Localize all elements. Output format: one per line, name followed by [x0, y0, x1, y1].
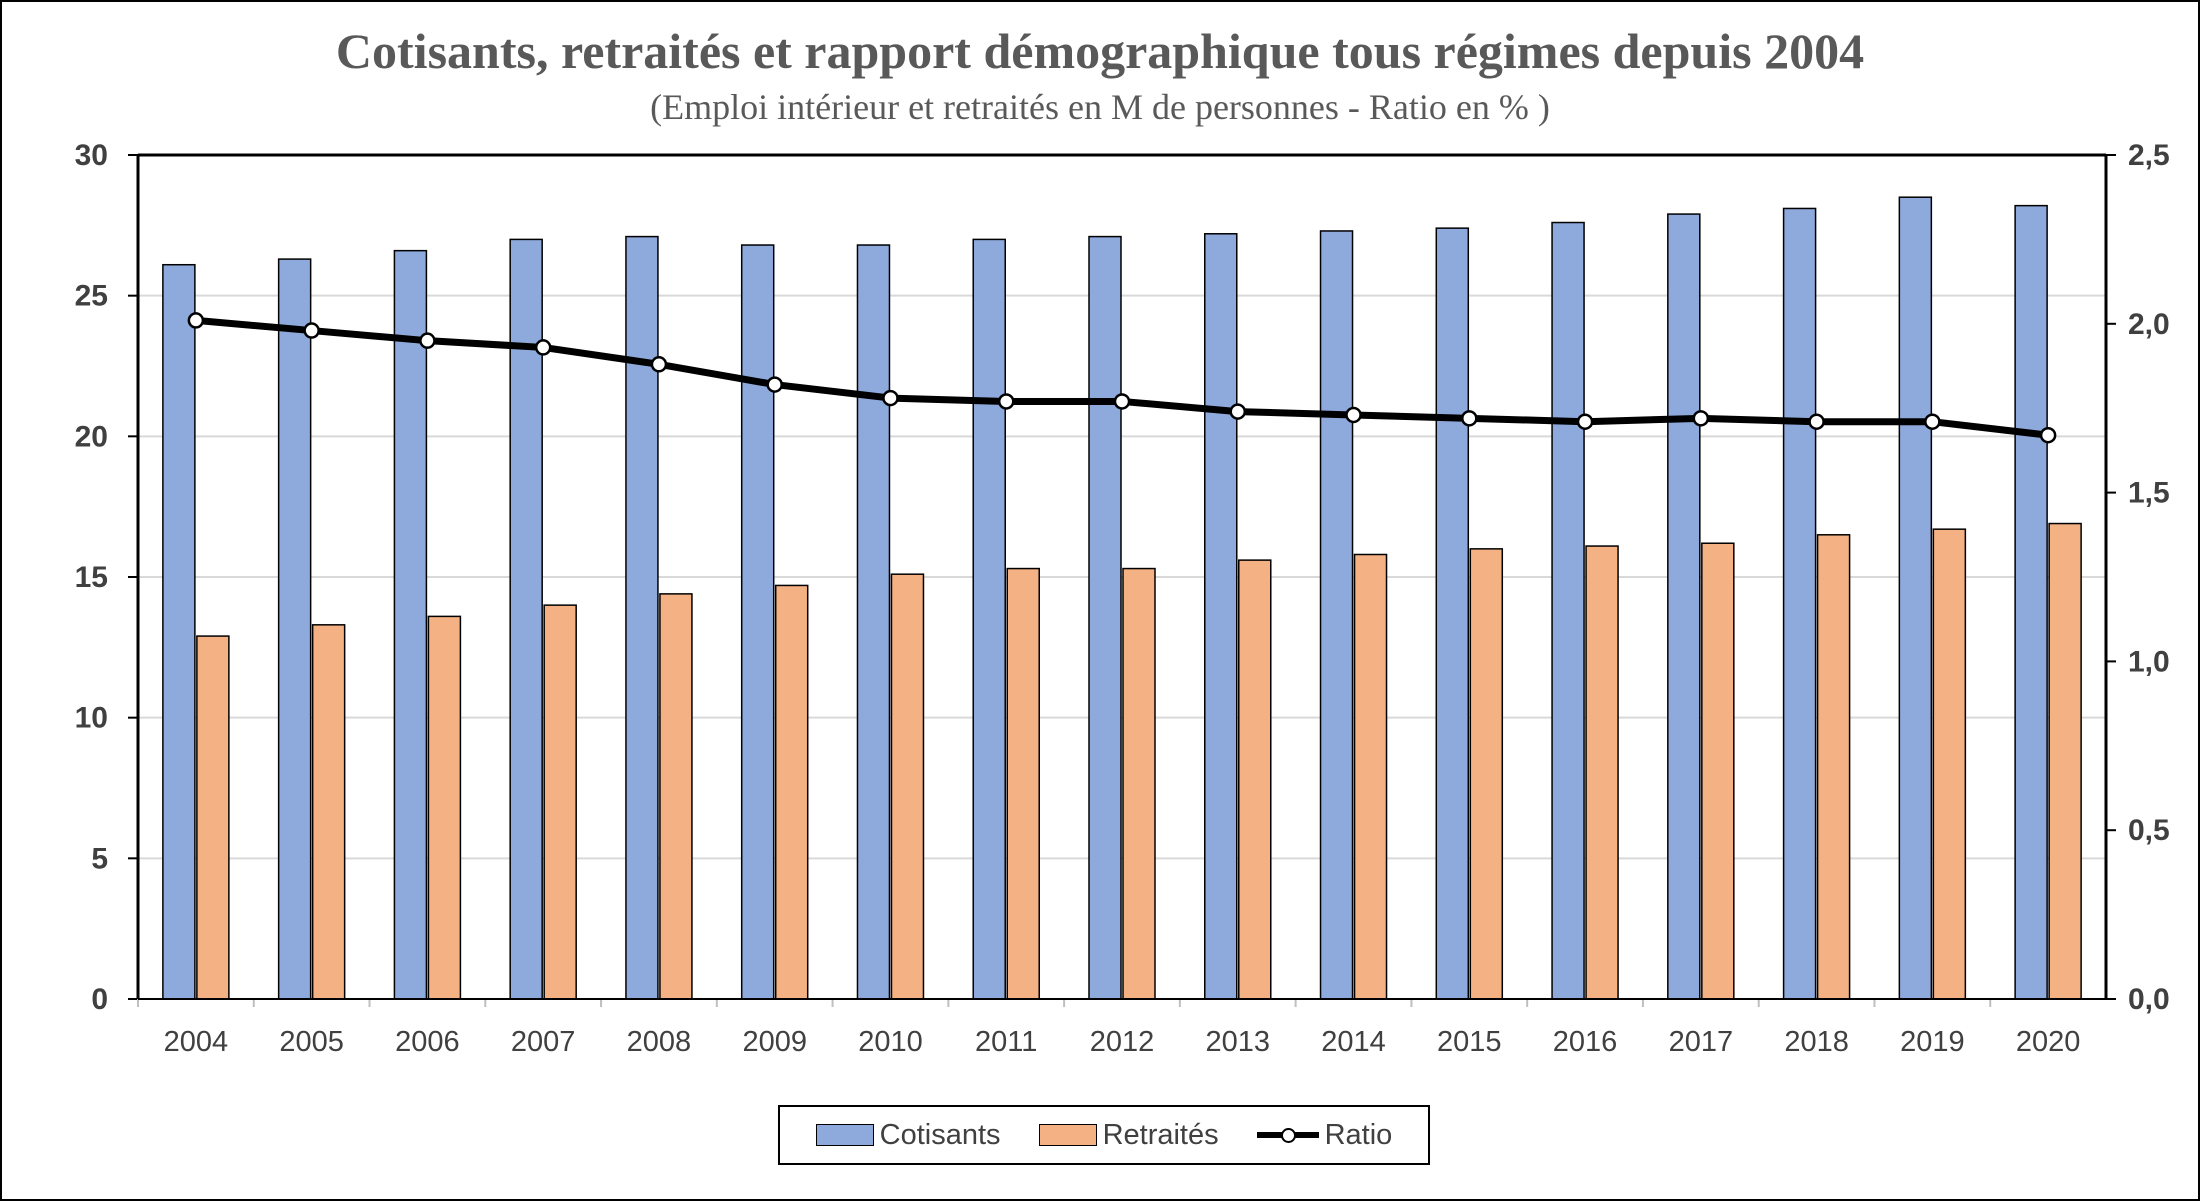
y-right-tick-label: 0,5: [2128, 814, 2170, 847]
bar-cotisants: [1551, 221, 1585, 1000]
bar-retraites: [1353, 553, 1388, 1000]
ratio-point: [997, 393, 1015, 410]
bar-cotisants: [277, 258, 312, 1000]
x-tick-label: 2016: [1553, 1026, 1618, 1058]
bar-retraites: [1932, 528, 1967, 1000]
bar-cotisants: [2014, 204, 2048, 1000]
chart-subtitle: (Emploi intérieur et retraités en M de p…: [650, 87, 1550, 127]
chart-title: Cotisants, retraités et rapport démograp…: [335, 23, 1865, 79]
ratio-point: [766, 376, 783, 393]
bar-cotisants: [856, 244, 891, 1000]
x-tick-label: 2005: [279, 1026, 344, 1058]
ratio-point: [1461, 410, 1478, 427]
y-left-tick-label: 25: [75, 280, 108, 313]
ratio-point: [419, 332, 436, 349]
bar-cotisants: [625, 235, 659, 1000]
bar-retraites: [890, 573, 925, 1000]
x-tick-label: 2019: [1900, 1026, 1965, 1058]
ratio-point: [1576, 413, 1594, 430]
bar-retraites: [1701, 542, 1735, 1000]
bar-retraites: [196, 635, 230, 1000]
bar-cotisants: [1782, 207, 1817, 1000]
bar-cotisants: [1667, 213, 1701, 1000]
bar-cotisants: [1898, 196, 1933, 1000]
x-tick-label: 2014: [1321, 1026, 1386, 1058]
ratio-point: [650, 356, 668, 373]
legend-swatch-ratio: [1256, 1124, 1319, 1146]
y-left-tick-label: 15: [75, 561, 108, 594]
legend-item-ratio: Ratio: [1256, 1118, 1393, 1152]
ratio-point: [1229, 403, 1247, 420]
bar-retraites: [1238, 559, 1272, 1000]
x-tick-label: 2013: [1206, 1026, 1271, 1058]
x-tick-label: 2017: [1669, 1026, 1734, 1058]
x-tick-label: 2009: [742, 1026, 807, 1058]
legend-label-ratio: Ratio: [1324, 1118, 1393, 1151]
ratio-point: [1113, 393, 1131, 410]
bar-retraites: [1585, 545, 1619, 1000]
legend-label-retraites: Retraités: [1102, 1118, 1219, 1151]
x-tick-label: 2012: [1090, 1026, 1155, 1058]
y-left-tick-label: 20: [75, 420, 108, 453]
bar-retraites: [1816, 534, 1851, 1000]
bar-cotisants: [1088, 235, 1122, 1000]
bar-cotisants: [740, 244, 775, 1000]
y-left-tick-label: 10: [75, 702, 108, 735]
y-right-tick-label: 2,5: [2128, 139, 2170, 172]
bar-cotisants: [1319, 230, 1354, 1000]
x-tick-label: 2011: [975, 1026, 1037, 1058]
x-tick-label: 2008: [627, 1026, 692, 1058]
y-right-tick-label: 1,0: [2128, 645, 2170, 678]
bar-cotisants: [1204, 233, 1238, 1000]
y-left-tick-label: 5: [91, 842, 108, 875]
ratio-point: [1692, 410, 1710, 427]
y-left-tick-label: 30: [75, 139, 108, 172]
ratio-point: [882, 389, 899, 407]
ratio-point: [303, 322, 320, 339]
legend-swatch-cotisants: [815, 1124, 874, 1146]
bar-cotisants: [509, 238, 543, 1000]
legend-swatch-retraites: [1038, 1124, 1097, 1146]
legend-label-cotisants: Cotisants: [879, 1118, 1001, 1151]
y-right-tick-label: 2,0: [2128, 308, 2170, 341]
x-tick-label: 2015: [1437, 1026, 1502, 1058]
y-right-tick-label: 1,5: [2128, 477, 2170, 510]
bar-retraites: [659, 593, 693, 1000]
bar-retraites: [1469, 548, 1504, 1000]
bar-retraites: [543, 604, 577, 1000]
legend-item-cotisants: Cotisants: [815, 1118, 1001, 1152]
bar-cotisants: [393, 249, 428, 1000]
bar-cotisants: [1435, 227, 1470, 1000]
bar-retraites: [774, 584, 809, 1000]
legend: Cotisants Retraités Ratio: [778, 1105, 1430, 1165]
x-tick-label: 2010: [858, 1026, 923, 1058]
x-tick-label: 2020: [2016, 1026, 2081, 1058]
y-right-tick-label: 0,0: [2128, 983, 2170, 1016]
ratio-point: [2039, 426, 2057, 444]
bar-cotisants: [972, 238, 1006, 1000]
x-tick-label: 2004: [164, 1026, 229, 1058]
ratio-point: [1924, 413, 1941, 430]
x-tick-label: 2018: [1784, 1026, 1849, 1058]
y-left-tick-label: 0: [91, 983, 108, 1016]
ratio-point: [534, 339, 552, 356]
bar-retraites: [1122, 567, 1156, 1000]
bar-retraites: [427, 615, 462, 1000]
ratio-point: [1808, 413, 1825, 430]
ratio-point: [187, 312, 205, 329]
ratio-point: [1345, 406, 1362, 424]
x-tick-label: 2007: [511, 1026, 576, 1058]
bar-retraites: [2048, 522, 2082, 1000]
x-tick-label: 2006: [395, 1026, 460, 1058]
bar-retraites: [1006, 567, 1040, 1000]
legend-item-retraites: Retraités: [1038, 1118, 1219, 1152]
bar-cotisants: [162, 263, 196, 1000]
bar-retraites: [311, 624, 346, 1000]
ratio-line: [195, 316, 2049, 439]
